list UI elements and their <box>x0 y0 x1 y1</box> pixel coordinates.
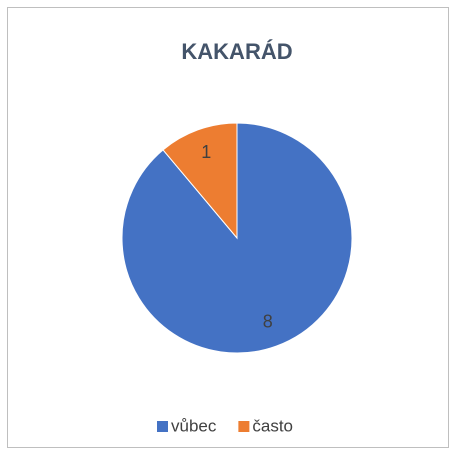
data-label: 1 <box>201 142 211 162</box>
legend-swatch <box>238 421 250 432</box>
legend-label: vůbec <box>171 416 217 435</box>
data-label: 8 <box>263 311 273 331</box>
pie-slice <box>121 122 353 354</box>
legend-swatch <box>157 421 168 432</box>
chart-title: KAKARÁD <box>181 39 292 64</box>
legend-label: často <box>252 416 293 435</box>
pie-slice <box>162 122 238 240</box>
